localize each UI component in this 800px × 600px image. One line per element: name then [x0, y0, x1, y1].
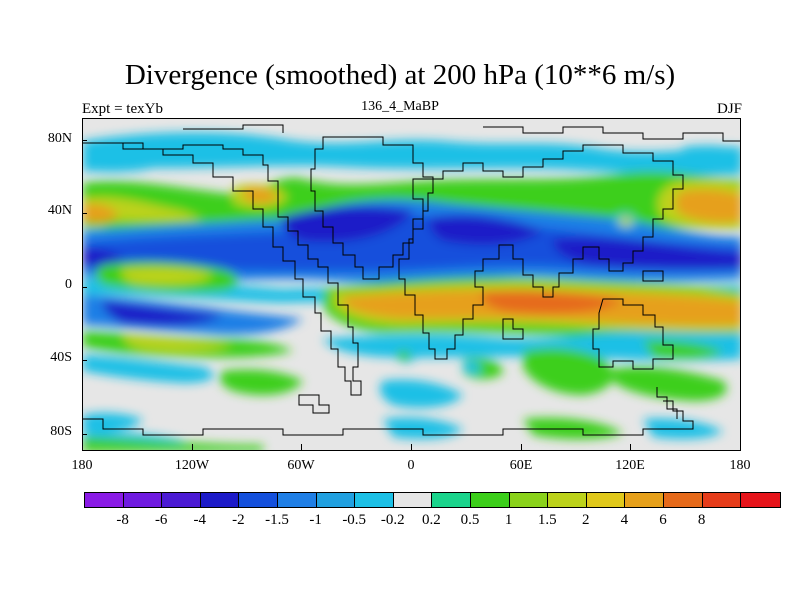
colorbar-swatch: [316, 493, 356, 507]
lat-tick: [82, 140, 87, 141]
divergence-map: [82, 118, 741, 451]
colorbar-swatch: [277, 493, 317, 507]
colorbar-swatch: [393, 493, 433, 507]
colorbar-swatch: [355, 493, 394, 507]
colorbar-swatch: [548, 493, 587, 507]
lat-tick: [82, 434, 87, 435]
colorbar-swatch: [123, 493, 163, 507]
colorbar-label: 4: [620, 512, 629, 528]
colorbar-swatch: [702, 493, 742, 507]
colorbar-swatch: [162, 493, 201, 507]
colorbar-label: -4: [193, 512, 207, 528]
lon-label-60e: 60E: [509, 458, 533, 473]
colorbar-swatch: [625, 493, 664, 507]
colorbar-label: 0.2: [422, 512, 441, 528]
lon-tick: [411, 444, 412, 450]
lon-tick: [192, 444, 193, 450]
colorbar-label: -0.2: [380, 512, 405, 528]
lon-tick: [630, 444, 631, 450]
colorbar-label: 2: [582, 512, 590, 528]
lat-label-40n: 40N: [47, 203, 72, 218]
lon-label-120w: 120W: [174, 458, 210, 473]
season-label: DJF: [716, 101, 742, 117]
colorbar-label: -2: [232, 512, 245, 528]
colorbar-swatch: [85, 493, 124, 507]
colorbar-label: 8: [697, 512, 706, 528]
colorbar-swatch: [470, 493, 510, 507]
colorbar-label: -6: [154, 512, 168, 528]
colorbar-swatch: [741, 493, 780, 507]
colorbar-label: 0.5: [460, 512, 480, 528]
experiment-label: Expt = texYb: [82, 101, 163, 117]
colorbar-swatch: [586, 493, 626, 507]
colorbar-label: 1.5: [537, 512, 557, 528]
lon-tick: [521, 444, 522, 450]
colorbar-label: 6: [659, 512, 667, 528]
lat-tick: [82, 360, 87, 361]
colorbar-label: -8: [116, 512, 129, 528]
colorbar: [84, 492, 781, 508]
lon-label-60w: 60W: [287, 458, 315, 473]
lat-label-80s: 80S: [50, 424, 72, 439]
lon-tick: [301, 444, 302, 450]
contour-field: [83, 119, 740, 450]
colorbar-label: -1.5: [265, 512, 289, 528]
lon-label-120e: 120E: [615, 458, 645, 473]
lon-label-0: 0: [407, 458, 415, 473]
colorbar-swatch: [509, 493, 549, 507]
lon-label-180w: 180: [71, 458, 93, 473]
lat-label-80n: 80N: [47, 131, 72, 146]
colorbar-label: 1: [504, 512, 513, 528]
colorbar-swatch: [200, 493, 240, 507]
colorbar-label: -1: [309, 512, 322, 528]
colorbar-swatch: [239, 493, 278, 507]
continent-outlines: [83, 124, 740, 436]
colorbar-swatch: [663, 493, 703, 507]
lat-tick: [82, 213, 87, 214]
colorbar-label: -0.5: [342, 512, 367, 528]
lon-label-180e: 180: [729, 458, 751, 473]
lat-label-0: 0: [65, 277, 72, 292]
colorbar-swatch: [432, 493, 471, 507]
lat-label-40s: 40S: [50, 350, 72, 365]
map-title: Divergence (smoothed) at 200 hPa (10**6 …: [124, 59, 676, 91]
lat-tick: [82, 287, 87, 288]
run-label: 136_4_MaBP: [361, 99, 439, 114]
